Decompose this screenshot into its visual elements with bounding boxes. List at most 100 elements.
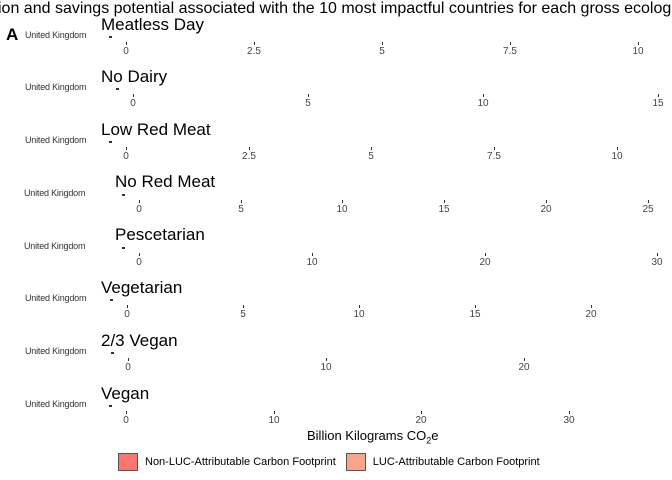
figure-title: ion and savings potential associated wit…	[0, 0, 672, 17]
x-axis-tick	[475, 305, 476, 308]
legend-swatch-luc	[345, 453, 366, 471]
x-axis-tick-label: 0	[123, 151, 129, 162]
panel-title-vegetarian: Vegetarian	[101, 278, 183, 297]
x-axis-tick	[308, 94, 309, 97]
x-axis-tick-label: 5	[238, 204, 244, 215]
x-axis-tick	[638, 42, 639, 45]
x-axis-tick	[139, 200, 140, 203]
x-axis-tick-label: 5	[305, 98, 311, 109]
x-axis-tick	[359, 305, 360, 308]
x-axis-tick	[648, 200, 649, 203]
x-axis-tick	[312, 253, 313, 256]
panel-title-2-3-vegan: 2/3 Vegan	[101, 331, 178, 350]
x-axis-tick-label: 0	[136, 204, 142, 215]
x-axis-tick-label: 20	[518, 362, 530, 373]
panel-title-no-red-meat: No Red Meat	[115, 172, 216, 191]
x-axis-tick	[126, 147, 127, 150]
panel-tag: A	[6, 25, 19, 44]
y-category-label: United Kingdom	[25, 135, 87, 145]
x-axis-tick	[569, 411, 570, 414]
x-axis-tick	[127, 305, 128, 308]
x-axis-tick-label: 7.5	[503, 46, 517, 57]
x-axis-tick-label: 0	[136, 257, 142, 268]
y-category-label: United Kingdom	[25, 399, 87, 409]
x-axis-tick-label: 10	[632, 46, 644, 57]
y-axis-tick	[111, 352, 114, 354]
y-axis-tick	[110, 299, 113, 301]
x-axis-tick	[254, 42, 255, 45]
panel-title-low-red-meat: Low Red Meat	[101, 120, 211, 139]
x-axis-tick	[243, 305, 244, 308]
x-axis-tick-label: 2.5	[247, 46, 261, 57]
y-category-label: United Kingdom	[25, 82, 87, 92]
legend-label-non-luc: Non-LUC-Attributable Carbon Footprint	[145, 456, 336, 468]
x-axis-tick	[617, 147, 618, 150]
y-category-label: United Kingdom	[24, 188, 86, 198]
legend-label-luc: LUC-Attributable Carbon Footprint	[372, 456, 540, 468]
x-axis-tick-label: 0	[130, 98, 136, 109]
x-axis-tick	[139, 253, 140, 256]
x-axis-tick	[510, 42, 511, 45]
y-axis-tick	[109, 141, 112, 143]
x-axis-tick-label: 10	[477, 98, 489, 109]
panel-title-pescetarian: Pescetarian	[115, 225, 205, 244]
x-axis-tick-label: 5	[240, 309, 246, 320]
legend-item-non-luc: Non-LUC-Attributable Carbon Footprint	[118, 453, 336, 471]
x-axis-tick	[126, 411, 127, 414]
y-axis-tick	[109, 405, 112, 407]
x-axis-tick-label: 15	[438, 204, 450, 215]
x-axis-tick-label: 5	[379, 46, 385, 57]
x-axis-tick-label: 30	[563, 415, 575, 426]
x-axis-tick	[421, 411, 422, 414]
legend: Non-LUC-Attributable Carbon Footprint LU…	[118, 452, 550, 472]
x-axis-tick	[483, 94, 484, 97]
x-axis-title: Billion Kilograms CO2e	[307, 428, 439, 446]
y-axis-tick	[109, 36, 112, 38]
panel-title-no-dairy: No Dairy	[101, 67, 168, 86]
y-category-label: United Kingdom	[25, 346, 87, 356]
x-axis-tick-label: 2.5	[242, 151, 256, 162]
x-axis-tick-label: 7.5	[487, 151, 501, 162]
x-axis-tick	[591, 305, 592, 308]
x-axis-tick-label: 0	[123, 46, 129, 57]
x-axis-tick-label: 30	[651, 257, 663, 268]
x-axis-tick	[249, 147, 250, 150]
x-axis-tick	[657, 253, 658, 256]
x-axis-tick	[658, 94, 659, 97]
x-axis-tick	[128, 358, 129, 361]
y-category-label: United Kingdom	[24, 241, 86, 251]
x-axis-tick-label: 10	[268, 415, 280, 426]
x-axis-tick-label: 10	[336, 204, 348, 215]
x-axis-tick-label: 25	[642, 204, 654, 215]
x-axis-tick	[524, 358, 525, 361]
x-axis-tick-label: 0	[125, 362, 131, 373]
x-axis-tick	[133, 94, 134, 97]
x-axis-tick	[241, 200, 242, 203]
x-axis-tick	[342, 200, 343, 203]
y-axis-tick	[116, 88, 119, 90]
x-axis-tick	[326, 358, 327, 361]
x-axis-tick	[485, 253, 486, 256]
y-axis-tick	[122, 247, 125, 249]
x-axis-tick-label: 10	[306, 257, 318, 268]
y-axis-tick	[122, 194, 125, 196]
x-axis-tick-label: 20	[585, 309, 597, 320]
x-axis-tick	[494, 147, 495, 150]
y-category-label: United Kingdom	[25, 30, 87, 40]
x-axis-tick	[274, 411, 275, 414]
x-axis-tick-label: 10	[320, 362, 332, 373]
x-axis-tick	[126, 42, 127, 45]
x-axis-tick-label: 0	[124, 309, 130, 320]
x-axis-tick-label: 0	[123, 415, 129, 426]
x-axis-tick	[444, 200, 445, 203]
panel-title-vegan: Vegan	[101, 384, 150, 403]
x-axis-tick-label: 5	[368, 151, 374, 162]
x-axis-tick-label: 20	[479, 257, 491, 268]
x-axis-tick	[546, 200, 547, 203]
y-category-label: United Kingdom	[25, 293, 87, 303]
x-axis-tick	[382, 42, 383, 45]
x-axis-tick-label: 20	[415, 415, 427, 426]
x-axis-tick-label: 15	[652, 98, 664, 109]
x-axis-tick-label: 10	[353, 309, 365, 320]
